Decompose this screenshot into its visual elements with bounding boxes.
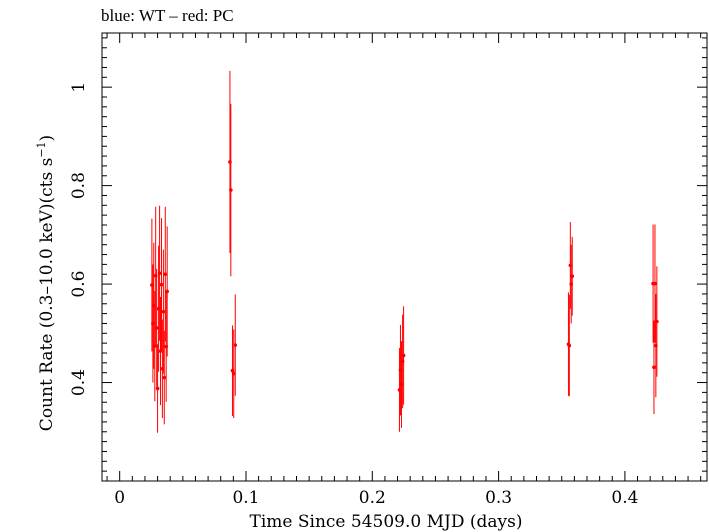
data-point (157, 271, 162, 276)
x-axis-label: Time Since 54509.0 MJD (days) (250, 512, 523, 532)
data-points (150, 70, 659, 433)
data-point (652, 365, 656, 370)
y-tick-label: 0.6 (69, 271, 89, 298)
data-point (567, 343, 572, 348)
data-point (229, 188, 233, 192)
y-tick-label: 0.8 (69, 172, 89, 199)
y-axis-label: Count Rate (0.3–10.0 keV)(cts s−1) (35, 135, 57, 431)
data-point (231, 371, 236, 376)
x-tick-label: 0.1 (232, 488, 259, 508)
data-point (155, 386, 160, 391)
x-axis-ticks: 0 0.1 0.2 0.3 0.4 (106, 33, 702, 508)
data-point (165, 289, 169, 294)
x-tick-label: 0.3 (485, 488, 512, 508)
x-tick-label: 0.4 (611, 488, 638, 508)
y-axis-label-exponent: −1 (35, 141, 48, 157)
y-axis-label-main: Count Rate (0.3–10.0 keV)(cts s (37, 158, 57, 432)
y-tick-label: 0.4 (69, 369, 89, 396)
data-point (154, 326, 159, 330)
data-point (163, 272, 168, 277)
y-tick-label: 1 (69, 82, 89, 93)
data-point (653, 281, 657, 286)
data-point (159, 282, 164, 287)
chart-title: blue: WT – red: PC (101, 6, 234, 25)
plot-frame (101, 32, 708, 482)
x-tick-label: 0.2 (359, 488, 386, 508)
data-point (570, 274, 575, 279)
data-point (152, 344, 157, 348)
data-point (162, 375, 167, 380)
y-axis-ticks: 0.4 0.6 0.8 1 (69, 37, 707, 482)
x-tick-label: 0 (114, 488, 125, 508)
y-axis-label-close: ) (37, 135, 57, 142)
data-point (655, 319, 659, 324)
data-point (401, 353, 406, 358)
data-point (233, 343, 238, 347)
data-point (161, 309, 166, 314)
